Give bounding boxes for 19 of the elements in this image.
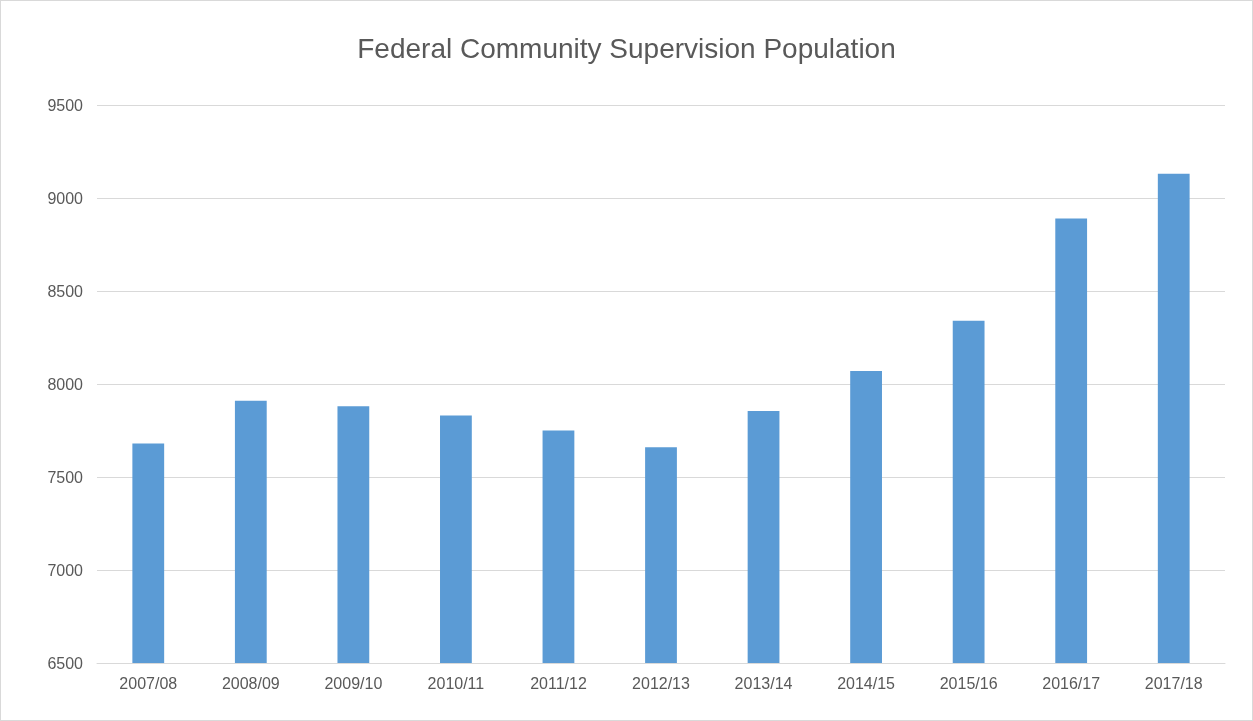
x-tick-label: 2010/11 [427,674,485,692]
x-tick-label: 2017/18 [1144,674,1203,692]
x-tick-label: 2012/13 [632,674,691,692]
y-tick-label: 7500 [47,468,84,486]
y-tick-label: 9500 [47,96,84,114]
y-tick-label: 6500 [47,654,84,672]
y-tick-label: 7000 [47,561,84,579]
x-tick-label: 2016/17 [1042,674,1101,692]
chart-title: Federal Community Supervision Population [357,32,896,64]
y-tick-label: 8500 [47,282,84,300]
x-tick-label: 2011/12 [530,674,587,692]
x-tick-label: 2015/16 [939,674,998,692]
y-tick-label: 8000 [47,375,84,393]
x-tick-label: 2008/09 [221,674,280,692]
y-tick-label: 9000 [47,189,84,207]
x-tick-label: 2013/14 [734,674,793,692]
x-tick-label: 2014/15 [837,674,896,692]
x-tick-label: 2007/08 [119,674,178,692]
x-tick-label: 2009/10 [324,674,383,692]
